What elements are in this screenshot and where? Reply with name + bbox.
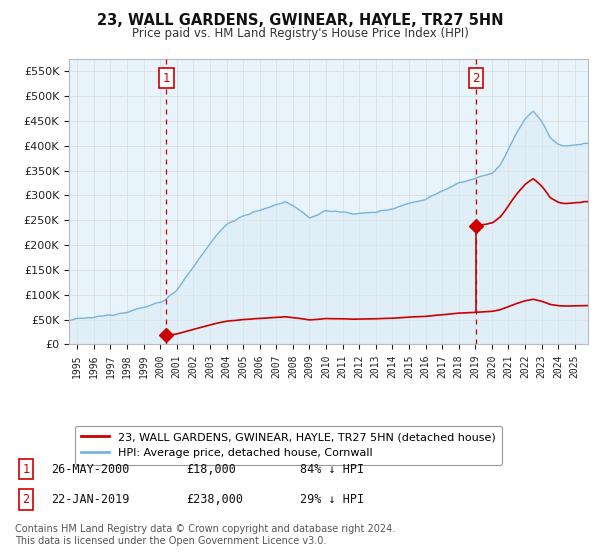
Text: 84% ↓ HPI: 84% ↓ HPI	[300, 463, 364, 476]
Text: 26-MAY-2000: 26-MAY-2000	[51, 463, 130, 476]
Point	[471, 222, 481, 231]
Text: 23, WALL GARDENS, GWINEAR, HAYLE, TR27 5HN: 23, WALL GARDENS, GWINEAR, HAYLE, TR27 5…	[97, 13, 503, 29]
Text: £238,000: £238,000	[186, 493, 243, 506]
Text: Price paid vs. HM Land Registry's House Price Index (HPI): Price paid vs. HM Land Registry's House …	[131, 27, 469, 40]
Point	[161, 331, 171, 340]
Text: 1: 1	[22, 463, 29, 476]
Legend: 23, WALL GARDENS, GWINEAR, HAYLE, TR27 5HN (detached house), HPI: Average price,: 23, WALL GARDENS, GWINEAR, HAYLE, TR27 5…	[74, 426, 502, 465]
Text: 29% ↓ HPI: 29% ↓ HPI	[300, 493, 364, 506]
Text: £18,000: £18,000	[186, 463, 236, 476]
Text: 1: 1	[163, 72, 170, 85]
Text: 2: 2	[472, 72, 480, 85]
Text: 2: 2	[22, 493, 29, 506]
Text: Contains HM Land Registry data © Crown copyright and database right 2024.
This d: Contains HM Land Registry data © Crown c…	[15, 524, 395, 546]
Text: 22-JAN-2019: 22-JAN-2019	[51, 493, 130, 506]
